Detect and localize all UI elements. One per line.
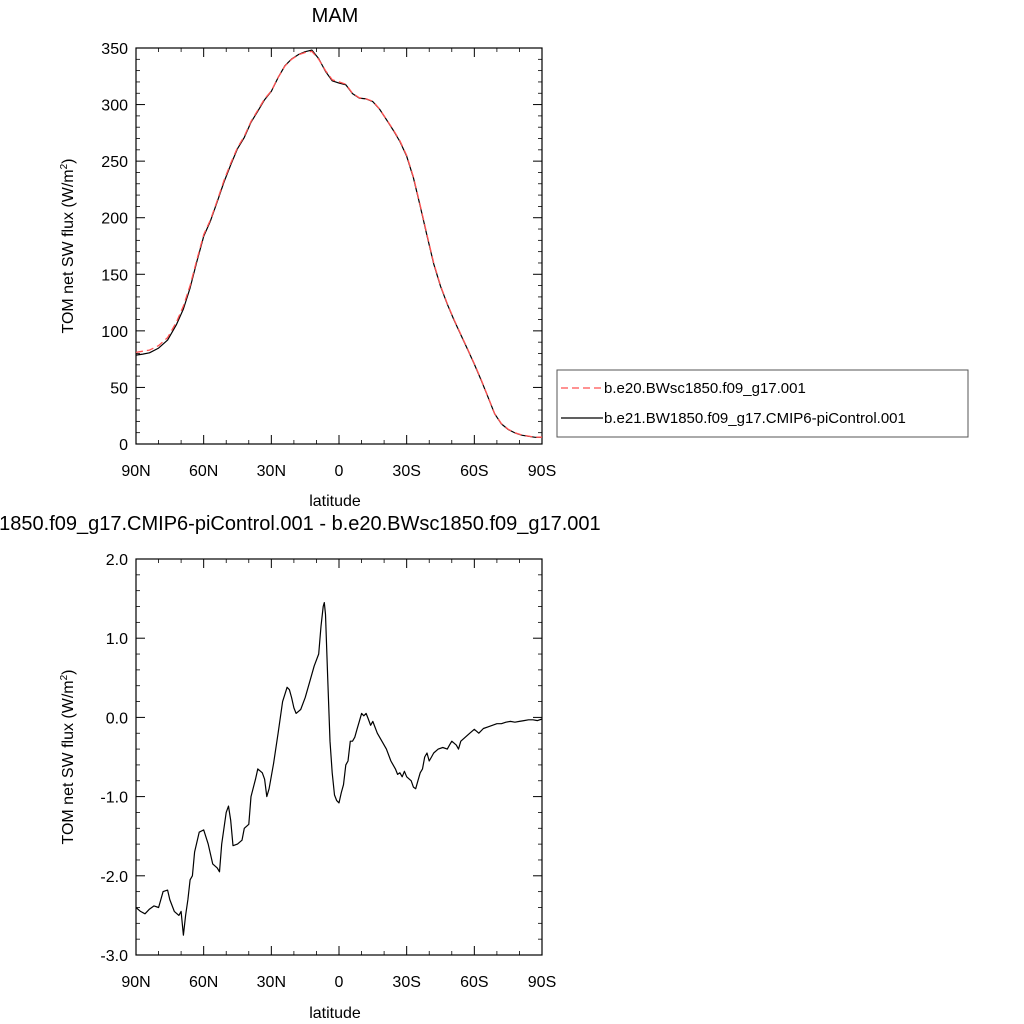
bottom-y-tick-label: 2.0 (106, 552, 128, 569)
top-plot-title: MAM (312, 5, 359, 27)
bottom-y-tick-label: -2.0 (100, 869, 128, 886)
top-x-tick-label: 60N (189, 463, 218, 480)
top-y-tick-label: 150 (101, 267, 128, 284)
top-y-tick-label: 0 (119, 437, 128, 454)
bottom-plot: b.e21.BW1850.f09_g17.CMIP6-piControl.001… (0, 513, 601, 1022)
top-y-axis: 0 50 100 150 200 250 300 350 (101, 41, 542, 454)
top-y-tick-label: 100 (101, 324, 128, 341)
top-y-tick-label: 200 (101, 211, 128, 228)
top-x-axis-title: latitude (309, 493, 361, 510)
legend-label-series-1: b.e20.BWsc1850.f09_g17.001 (604, 380, 806, 397)
bottom-x-tick-label: 60S (460, 974, 488, 991)
top-x-tick-label: 0 (335, 463, 344, 480)
bottom-x-axis: 90N 60N 30N 0 30S 60S 90S (121, 559, 556, 991)
bottom-x-tick-label: 30S (392, 974, 420, 991)
bottom-x-tick-label: 60N (189, 974, 218, 991)
bottom-y-axis: -3.0 -2.0 -1.0 0.0 1.0 2.0 (100, 552, 542, 965)
bottom-x-tick-label: 90N (121, 974, 150, 991)
legend-label-series-2: b.e21.BW1850.f09_g17.CMIP6-piControl.001 (604, 410, 906, 427)
bottom-y-tick-label: -1.0 (100, 790, 128, 807)
bottom-x-axis-title: latitude (309, 1005, 361, 1022)
bottom-plot-title: b.e21.BW1850.f09_g17.CMIP6-piControl.001… (0, 513, 601, 535)
top-x-tick-label: 30S (392, 463, 420, 480)
bottom-x-tick-label: 30N (257, 974, 286, 991)
legend: b.e20.BWsc1850.f09_g17.001 b.e21.BW1850.… (556, 369, 969, 438)
legend-box (556, 369, 969, 438)
bottom-x-tick-label: 90S (528, 974, 556, 991)
top-x-axis: 90N 60N 30N 0 30S 60S 90S (121, 48, 556, 480)
top-x-tick-label: 60S (460, 463, 488, 480)
bottom-plot-frame (135, 558, 543, 956)
top-y-tick-label: 300 (101, 98, 128, 115)
bottom-y-tick-label: -3.0 (100, 948, 128, 965)
top-x-tick-label: 30N (257, 463, 286, 480)
top-plot: MAM 0 50 100 150 200 250 300 350 90N 60N 30N 0 30S 6… (59, 5, 556, 510)
bottom-y-axis-title: TOM net SW flux (W/m2) (59, 669, 77, 844)
bottom-x-tick-label: 0 (335, 974, 344, 991)
bottom-y-tick-label: 1.0 (106, 631, 128, 648)
bottom-series-group (135, 602, 543, 936)
top-series-group (135, 49, 542, 438)
top-y-tick-label: 250 (101, 154, 128, 171)
top-y-tick-label: 50 (110, 380, 128, 397)
top-plot-frame (135, 47, 543, 445)
top-y-tick-label: 350 (101, 41, 128, 58)
top-x-tick-label: 90S (528, 463, 556, 480)
top-series-line-1 (135, 50, 542, 438)
top-x-tick-label: 90N (121, 463, 150, 480)
bottom-y-tick-label: 0.0 (106, 710, 128, 727)
bottom-series-line-1 (135, 602, 543, 936)
top-y-axis-title: TOM net SW flux (W/m2) (59, 158, 77, 333)
